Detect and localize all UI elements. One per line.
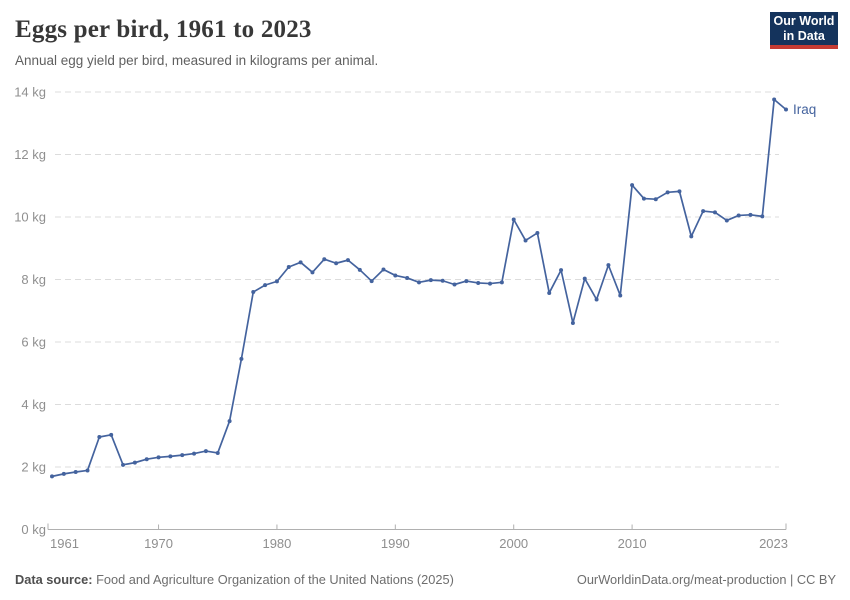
data-point <box>345 258 350 263</box>
data-point <box>334 261 339 266</box>
data-point <box>132 460 137 465</box>
data-point <box>488 281 493 286</box>
data-point <box>192 451 197 456</box>
data-point <box>203 449 208 454</box>
data-point <box>641 196 646 201</box>
series-label: Iraq <box>793 102 816 117</box>
data-point <box>476 280 481 285</box>
data-point <box>85 468 90 473</box>
data-point <box>227 419 232 424</box>
data-point <box>168 454 173 459</box>
data-point <box>61 471 66 476</box>
data-point <box>630 183 635 188</box>
data-point <box>452 282 457 287</box>
x-axis-tick-label: 1961 <box>50 536 79 551</box>
owid-logo-line1: Our World <box>773 13 835 28</box>
data-point <box>535 230 540 235</box>
data-source-label: Data source: <box>15 572 93 587</box>
data-point <box>251 290 256 294</box>
data-point <box>109 432 114 437</box>
data-point <box>357 267 362 272</box>
owid-logo-line2: in Data <box>783 28 825 43</box>
x-axis-tick-label: 1980 <box>262 536 291 551</box>
iraq-line <box>51 98 787 478</box>
data-point <box>405 275 410 280</box>
data-point <box>594 297 599 302</box>
owid-logo: Our World in Data <box>770 12 838 49</box>
credit-line: OurWorldinData.org/meat-production | CC … <box>576 572 836 587</box>
data-point <box>784 107 788 112</box>
y-axis-tick-label: 2 kg <box>21 460 46 475</box>
x-axis-tick-label: 1970 <box>144 536 173 551</box>
x-axis-tick-label: 1990 <box>381 536 410 551</box>
data-point <box>239 356 244 361</box>
y-axis-tick-label: 12 kg <box>14 147 46 162</box>
y-axis-tick-label: 10 kg <box>14 210 46 225</box>
data-point <box>73 470 78 474</box>
data-point <box>180 453 185 458</box>
data-point <box>393 273 398 278</box>
data-point <box>97 435 102 439</box>
data-point <box>499 280 504 285</box>
data-point <box>428 278 433 283</box>
data-point <box>523 238 528 243</box>
data-point <box>511 217 516 222</box>
data-point <box>464 279 469 284</box>
data-point <box>689 234 694 239</box>
data-point <box>570 320 575 325</box>
data-point <box>263 283 268 288</box>
data-point <box>121 462 126 467</box>
data-point <box>156 455 161 460</box>
y-axis-tick-label: 0 kg <box>21 522 46 537</box>
x-axis-tick-label: 2000 <box>499 536 528 551</box>
x-axis-tick-label: 2023 <box>759 536 788 551</box>
data-point <box>724 218 729 223</box>
data-point <box>381 267 386 272</box>
data-point <box>559 268 564 273</box>
data-point <box>582 276 587 281</box>
y-axis-tick-label: 4 kg <box>21 397 46 412</box>
data-point <box>748 212 753 217</box>
data-point <box>274 279 279 284</box>
data-point <box>712 210 717 215</box>
data-point <box>653 197 658 202</box>
y-axis-tick-label: 6 kg <box>21 335 46 350</box>
chart-subtitle: Annual egg yield per bird, measured in k… <box>15 53 379 68</box>
data-point <box>547 290 552 295</box>
data-point <box>736 213 741 218</box>
data-point <box>440 278 445 283</box>
data-point <box>50 474 54 479</box>
data-source-note: Data source: Food and Agriculture Organi… <box>15 572 454 587</box>
data-point <box>286 265 291 269</box>
data-point <box>215 450 220 455</box>
data-point <box>606 263 611 268</box>
y-axis-tick-label: 8 kg <box>21 272 46 287</box>
chart-title: Eggs per bird, 1961 to 2023 <box>15 16 312 43</box>
data-source-text: Food and Agriculture Organization of the… <box>92 572 454 587</box>
data-point <box>144 457 149 462</box>
x-axis-tick-label: 2010 <box>618 536 647 551</box>
data-point <box>369 279 374 284</box>
data-point <box>760 214 765 219</box>
chart-footer: Data source: Food and Agriculture Organi… <box>15 572 836 587</box>
data-point <box>618 293 623 298</box>
data-point <box>701 209 706 214</box>
data-point <box>417 280 421 285</box>
y-axis-tick-label: 14 kg <box>14 85 46 100</box>
data-point <box>772 97 777 102</box>
data-point <box>298 260 303 265</box>
data-point <box>322 257 327 262</box>
data-point <box>677 189 682 194</box>
data-point <box>665 190 670 195</box>
data-point <box>310 270 315 275</box>
